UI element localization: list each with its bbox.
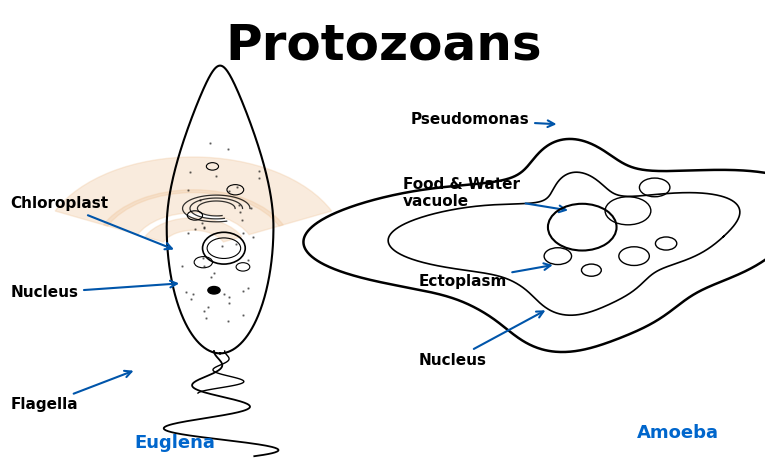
Text: Nucleus: Nucleus [11, 281, 177, 300]
Circle shape [208, 287, 220, 294]
Text: Euglena: Euglena [134, 434, 215, 452]
Text: Flagella: Flagella [11, 371, 131, 412]
Wedge shape [145, 218, 242, 242]
Text: Chloroplast: Chloroplast [11, 196, 172, 249]
Wedge shape [104, 190, 283, 235]
Text: Ectoplasm: Ectoplasm [419, 263, 551, 289]
Wedge shape [55, 157, 332, 226]
Text: Protozoans: Protozoans [226, 21, 542, 70]
Text: Amoeba: Amoeba [637, 424, 719, 442]
Text: Nucleus: Nucleus [419, 311, 544, 368]
Text: Pseudomonas: Pseudomonas [411, 112, 554, 127]
Text: Food & Water
vacuole: Food & Water vacuole [403, 177, 566, 212]
